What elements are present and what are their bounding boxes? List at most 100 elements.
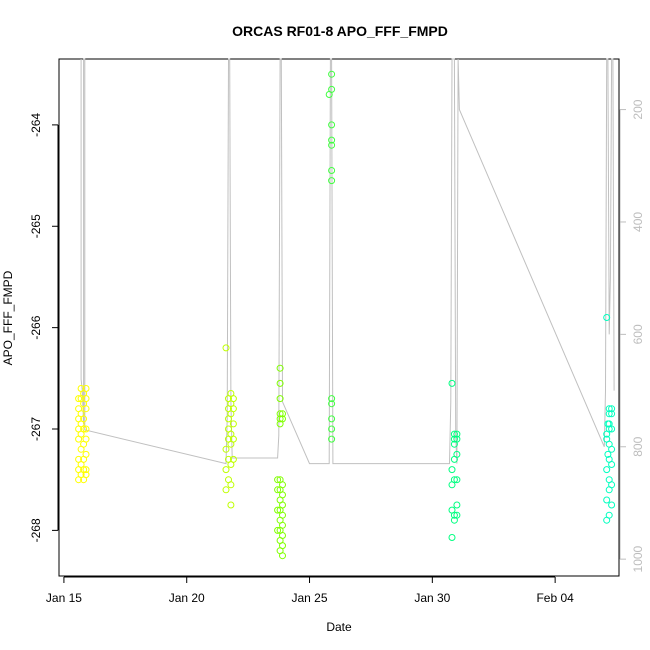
data-point (328, 425, 336, 433)
data-point (222, 466, 230, 474)
data-point (328, 167, 336, 174)
data-point (274, 476, 282, 484)
data-point (453, 476, 461, 484)
data-point (222, 445, 230, 453)
data-point (604, 450, 612, 458)
data-point (279, 481, 286, 489)
y-axis: -264 -265 -266 -267 -268 (29, 113, 59, 542)
altitude-line (80, 58, 615, 465)
data-point (82, 405, 90, 413)
y-tick-label: -266 (29, 315, 43, 339)
right-axis: 200 400 600 800 1000 (619, 99, 645, 572)
data-point (603, 314, 611, 321)
right-tick-label: 1000 (631, 545, 645, 572)
data-point (453, 430, 461, 438)
x-tick-label: Jan 25 (292, 591, 328, 605)
data-point (448, 466, 456, 474)
data-point (274, 506, 282, 514)
data-point (274, 486, 282, 494)
data-point (229, 435, 237, 443)
chart-title: ORCAS RF01-8 APO_FFF_FMPD (232, 23, 448, 39)
x-tick-label: Jan 15 (46, 591, 82, 605)
data-point (82, 466, 90, 474)
data-point (608, 445, 616, 453)
right-tick-label: 800 (631, 436, 645, 456)
data-point (448, 379, 456, 387)
data-point (276, 379, 284, 387)
data-point (608, 461, 616, 468)
data-point (605, 511, 613, 519)
series-5 (603, 314, 616, 524)
data-point (222, 486, 230, 494)
data-point (453, 501, 461, 509)
data-point (279, 511, 286, 519)
data-point (75, 395, 83, 403)
data-point (227, 501, 235, 509)
x-tick-label: Feb 04 (536, 591, 574, 605)
x-axis: Jan 15 Jan 20 Jan 25 Jan 30 Feb 04 (46, 576, 574, 605)
y-axis-label: APO_FFF_FMPD (1, 270, 15, 365)
series-1 (222, 344, 237, 509)
data-point (279, 552, 286, 560)
x-tick-label: Jan 30 (414, 591, 450, 605)
data-point (222, 344, 230, 352)
y-tick-label: -264 (29, 113, 43, 137)
data-point (605, 425, 613, 433)
y-tick-label: -268 (29, 518, 43, 542)
data-point (608, 481, 616, 489)
data-point (328, 435, 336, 443)
data-point (82, 385, 90, 392)
data-point (80, 415, 88, 423)
data-point (608, 405, 616, 413)
data-point (82, 450, 90, 458)
data-point (229, 405, 237, 413)
data-point (453, 435, 461, 443)
data-point (229, 420, 237, 428)
data-point (279, 410, 286, 418)
data-point (448, 534, 456, 541)
data-point (608, 410, 616, 418)
data-point (229, 395, 237, 403)
data-point (608, 501, 616, 509)
data-point (450, 511, 458, 519)
data-point (82, 435, 90, 443)
data-point (279, 501, 286, 509)
data-point (82, 425, 90, 433)
y-tick-label: -267 (29, 417, 43, 441)
data-point (279, 491, 286, 499)
right-tick-label: 200 (631, 99, 645, 119)
data-point (229, 455, 237, 463)
data-point (450, 476, 458, 484)
data-point (276, 364, 284, 372)
data-point (608, 425, 616, 433)
data-point (276, 395, 284, 403)
data-point (328, 121, 336, 129)
data-point (82, 395, 90, 403)
data-point (328, 415, 336, 423)
data-point (453, 511, 461, 519)
data-point (603, 466, 611, 474)
data-point (279, 532, 286, 539)
series-3 (325, 70, 336, 443)
series-4 (448, 379, 461, 541)
right-tick-label: 400 (631, 212, 645, 232)
data-point (279, 542, 286, 550)
data-point (603, 496, 611, 504)
data-point (453, 450, 461, 458)
data-point (328, 141, 336, 149)
data-point (279, 521, 286, 529)
data-point (279, 415, 286, 423)
x-axis-label: Date (326, 620, 352, 634)
data-point (328, 395, 336, 403)
data-point (274, 526, 282, 534)
data-point (227, 481, 235, 489)
points-layer (75, 70, 616, 560)
data-point (328, 177, 336, 185)
data-point (328, 136, 336, 144)
data-point (80, 425, 88, 433)
data-point (82, 471, 90, 479)
series-2 (274, 364, 286, 560)
altitude-line-layer (80, 58, 615, 465)
y-tick-label: -265 (29, 214, 43, 238)
